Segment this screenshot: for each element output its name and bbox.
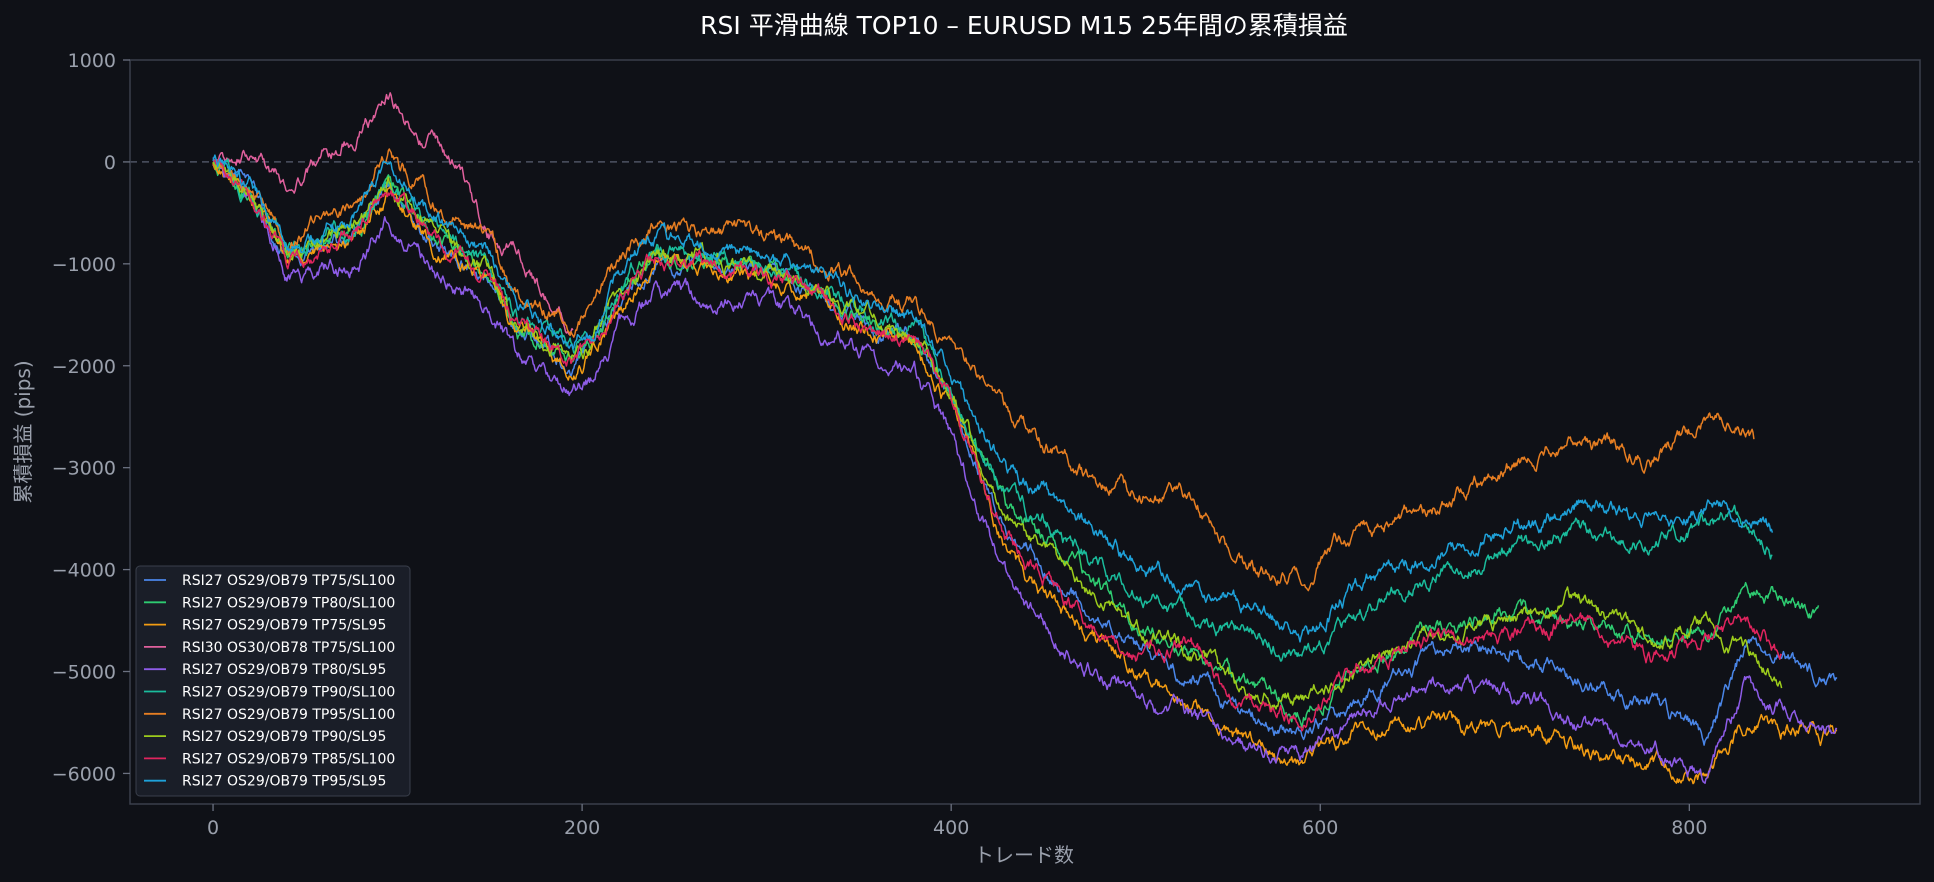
x-tick-label: 400 bbox=[933, 817, 969, 839]
series-line-10 bbox=[212, 154, 1774, 643]
series-layer bbox=[212, 92, 1838, 785]
series-line-8 bbox=[212, 161, 1783, 711]
legend-entry: RSI27 OS29/OB79 TP75/SL100 bbox=[182, 573, 395, 589]
x-axis-label: トレード数 bbox=[974, 843, 1074, 867]
series-line-9 bbox=[212, 157, 1783, 732]
y-tick-label: −1000 bbox=[52, 254, 116, 276]
legend-box bbox=[135, 565, 411, 797]
series-line-3 bbox=[212, 160, 1838, 785]
y-tick-label: −5000 bbox=[52, 662, 116, 684]
series-line-4 bbox=[212, 92, 574, 336]
legend-entry: RSI27 OS29/OB79 TP95/SL100 bbox=[182, 707, 395, 723]
plot-frame bbox=[129, 59, 1921, 805]
x-axis: 0 200 400 600 800 bbox=[207, 804, 1707, 839]
y-axis: 1000 0 −1000 −2000 −3000 −4000 −5000 −6000 bbox=[52, 50, 130, 785]
legend-entry: RSI27 OS29/OB79 TP75/SL95 bbox=[182, 618, 386, 634]
x-tick-label: 600 bbox=[1302, 817, 1338, 839]
y-axis-label: 累積損益 (pips) bbox=[11, 360, 35, 503]
x-tick-label: 200 bbox=[564, 817, 600, 839]
legend-entry: RSI27 OS29/OB79 TP80/SL95 bbox=[182, 662, 386, 678]
legend: RSI27 OS29/OB79 TP75/SL100 RSI27 OS29/OB7… bbox=[135, 565, 411, 797]
legend-entry: RSI30 OS30/OB78 TP75/SL100 bbox=[182, 640, 395, 656]
x-tick-label: 800 bbox=[1671, 817, 1707, 839]
y-tick-label: 1000 bbox=[68, 50, 116, 72]
y-tick-label: −3000 bbox=[52, 458, 116, 480]
series-line-5 bbox=[212, 160, 1838, 784]
legend-entry: RSI27 OS29/OB79 TP85/SL100 bbox=[182, 751, 395, 767]
legend-entry: RSI27 OS29/OB79 TP80/SL100 bbox=[182, 595, 395, 611]
y-tick-label: −4000 bbox=[52, 560, 116, 582]
legend-entry: RSI27 OS29/OB79 TP90/SL100 bbox=[182, 685, 395, 701]
x-tick-label: 0 bbox=[207, 817, 219, 839]
y-tick-label: 0 bbox=[104, 152, 116, 174]
series-line-2 bbox=[212, 163, 1820, 729]
series-line-7 bbox=[212, 148, 1755, 592]
legend-entry: RSI27 OS29/OB79 TP95/SL95 bbox=[182, 774, 386, 790]
y-tick-label: −6000 bbox=[52, 763, 116, 785]
legend-entry: RSI27 OS29/OB79 TP90/SL95 bbox=[182, 729, 386, 745]
series-line-6 bbox=[212, 158, 1773, 662]
y-tick-label: −2000 bbox=[52, 356, 116, 378]
chart-title: RSI 平滑曲線 TOP10 – EURUSD M15 25年間の累積損益 bbox=[700, 11, 1348, 40]
